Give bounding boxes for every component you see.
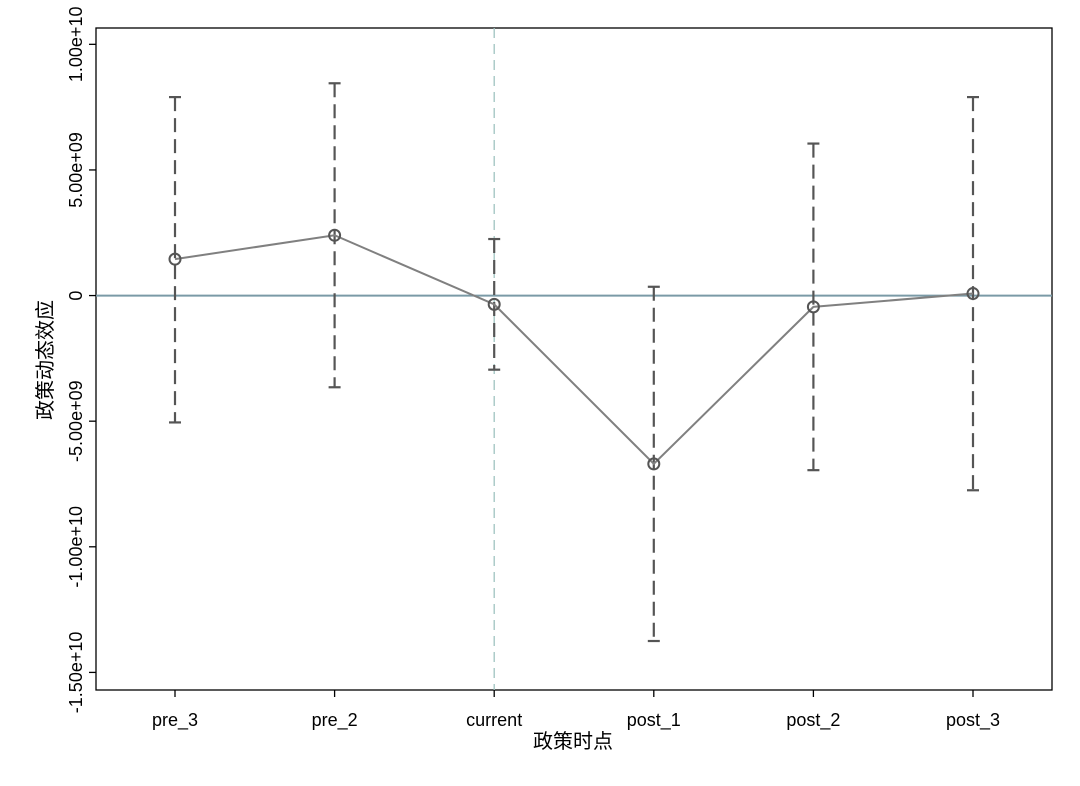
x-tick-label: current [466,710,522,730]
x-tick-label: post_3 [946,710,1000,731]
y-tick-label: 1.00e+10 [66,7,86,83]
y-tick-label: 5.00e+09 [66,132,86,208]
plot-area: -1.50e+10 -1.00e+10 -5.00e+09 0 5.00e+09 1.00… [66,7,1053,731]
x-tick-label: pre_2 [312,710,358,731]
y-tick-label: 0 [66,291,86,301]
y-axis-title: 政策动态效应 [33,300,57,420]
data-point [647,457,661,471]
data-point [168,252,182,266]
y-tick-label: -1.00e+10 [66,506,86,588]
data-point [487,297,501,311]
data-point [966,287,980,301]
x-tick-label: pre_3 [152,710,198,731]
series-line [174,234,974,466]
data-point [806,300,820,314]
x-tick-label: post_1 [627,710,681,731]
data-point [328,228,342,242]
plot-frame [95,27,1053,691]
x-axis-title: 政策时点 [533,729,613,753]
y-tick-label: -5.00e+09 [66,380,86,462]
y-tick-label: -1.50e+10 [66,632,86,714]
x-tick-label: post_2 [786,710,840,731]
